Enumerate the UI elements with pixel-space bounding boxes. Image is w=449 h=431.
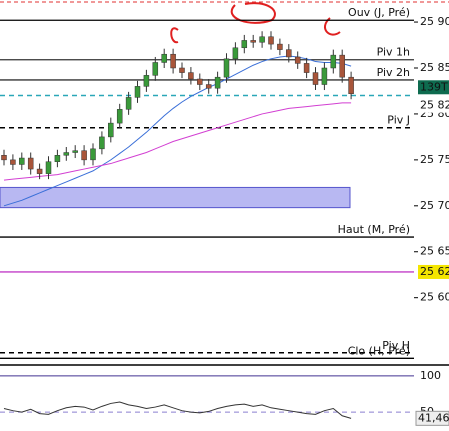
candle-body bbox=[223, 58, 230, 78]
candle-body bbox=[90, 148, 96, 161]
candle-body bbox=[54, 155, 61, 162]
candle-body bbox=[205, 84, 212, 89]
y-tick-label: 25 75 bbox=[420, 153, 449, 166]
level-label: Piv J bbox=[387, 114, 410, 127]
candle-body bbox=[214, 76, 221, 89]
candle-body bbox=[81, 150, 87, 161]
level-label: Haut (M, Pré) bbox=[338, 223, 410, 236]
candle-body bbox=[36, 168, 43, 174]
candle-body bbox=[1, 155, 7, 161]
y-tick-label: 25 85 bbox=[420, 61, 449, 74]
candle-body bbox=[170, 53, 176, 69]
candle-body bbox=[294, 56, 301, 64]
zone bbox=[0, 186, 351, 209]
candle-body bbox=[241, 40, 248, 49]
level-label: Ouv (J, Pré) bbox=[348, 6, 410, 19]
candle-body bbox=[116, 109, 123, 124]
candle-body bbox=[197, 78, 203, 85]
level-label: Piv H bbox=[382, 339, 410, 352]
candle-body bbox=[330, 54, 337, 69]
candle-body bbox=[143, 75, 150, 87]
y-tick-label: 25 60 bbox=[420, 291, 449, 304]
candle-body bbox=[99, 136, 105, 150]
candle-body bbox=[125, 97, 132, 110]
candle-body bbox=[232, 47, 239, 60]
candle-body bbox=[277, 43, 283, 50]
price-tag: 25 62 bbox=[420, 265, 449, 278]
candle-body bbox=[268, 36, 274, 45]
candle-body bbox=[312, 72, 319, 85]
candle-body bbox=[303, 63, 310, 73]
value-tag-bg bbox=[415, 410, 449, 426]
candle-body bbox=[161, 53, 167, 63]
hand-circle bbox=[170, 27, 179, 44]
candle-body bbox=[152, 62, 159, 76]
candle-body bbox=[321, 67, 328, 85]
price-tag-bg bbox=[418, 98, 449, 113]
oscillator-line bbox=[3, 401, 352, 419]
candle-body bbox=[339, 54, 345, 78]
y-tick-label: 25 70 bbox=[420, 199, 449, 212]
candle-body bbox=[259, 36, 265, 43]
price-tag: 139T bbox=[420, 80, 448, 93]
level-label: Piv 2h bbox=[377, 66, 410, 79]
candle-body bbox=[348, 76, 354, 94]
y-tick-label: 25 90 bbox=[420, 15, 449, 28]
value-label: 41,46 bbox=[418, 411, 449, 424]
candle-body bbox=[27, 157, 34, 170]
annotations bbox=[170, 2, 341, 44]
candle-body bbox=[108, 122, 114, 138]
y-tick-label: 100 bbox=[420, 369, 441, 382]
candle-body bbox=[250, 40, 256, 43]
candle-body bbox=[134, 86, 141, 98]
level-label: Piv 1h bbox=[377, 46, 410, 59]
candle-body bbox=[286, 49, 292, 58]
y-tick-label: 25 65 bbox=[420, 245, 449, 258]
level-label: Clo (H, Pré) bbox=[348, 344, 410, 357]
candle-body bbox=[188, 72, 194, 80]
candle-body bbox=[10, 159, 16, 165]
candle-body bbox=[19, 157, 25, 165]
candle-body bbox=[179, 67, 185, 73]
candle-body bbox=[72, 150, 78, 153]
candle-body bbox=[63, 152, 70, 156]
price-tag-bg bbox=[418, 264, 449, 279]
ma-line bbox=[3, 102, 352, 181]
price-tag: 25 82 bbox=[420, 99, 449, 112]
ma-line bbox=[3, 55, 352, 207]
candle-body bbox=[45, 161, 52, 174]
price-tag-bg bbox=[418, 80, 449, 95]
